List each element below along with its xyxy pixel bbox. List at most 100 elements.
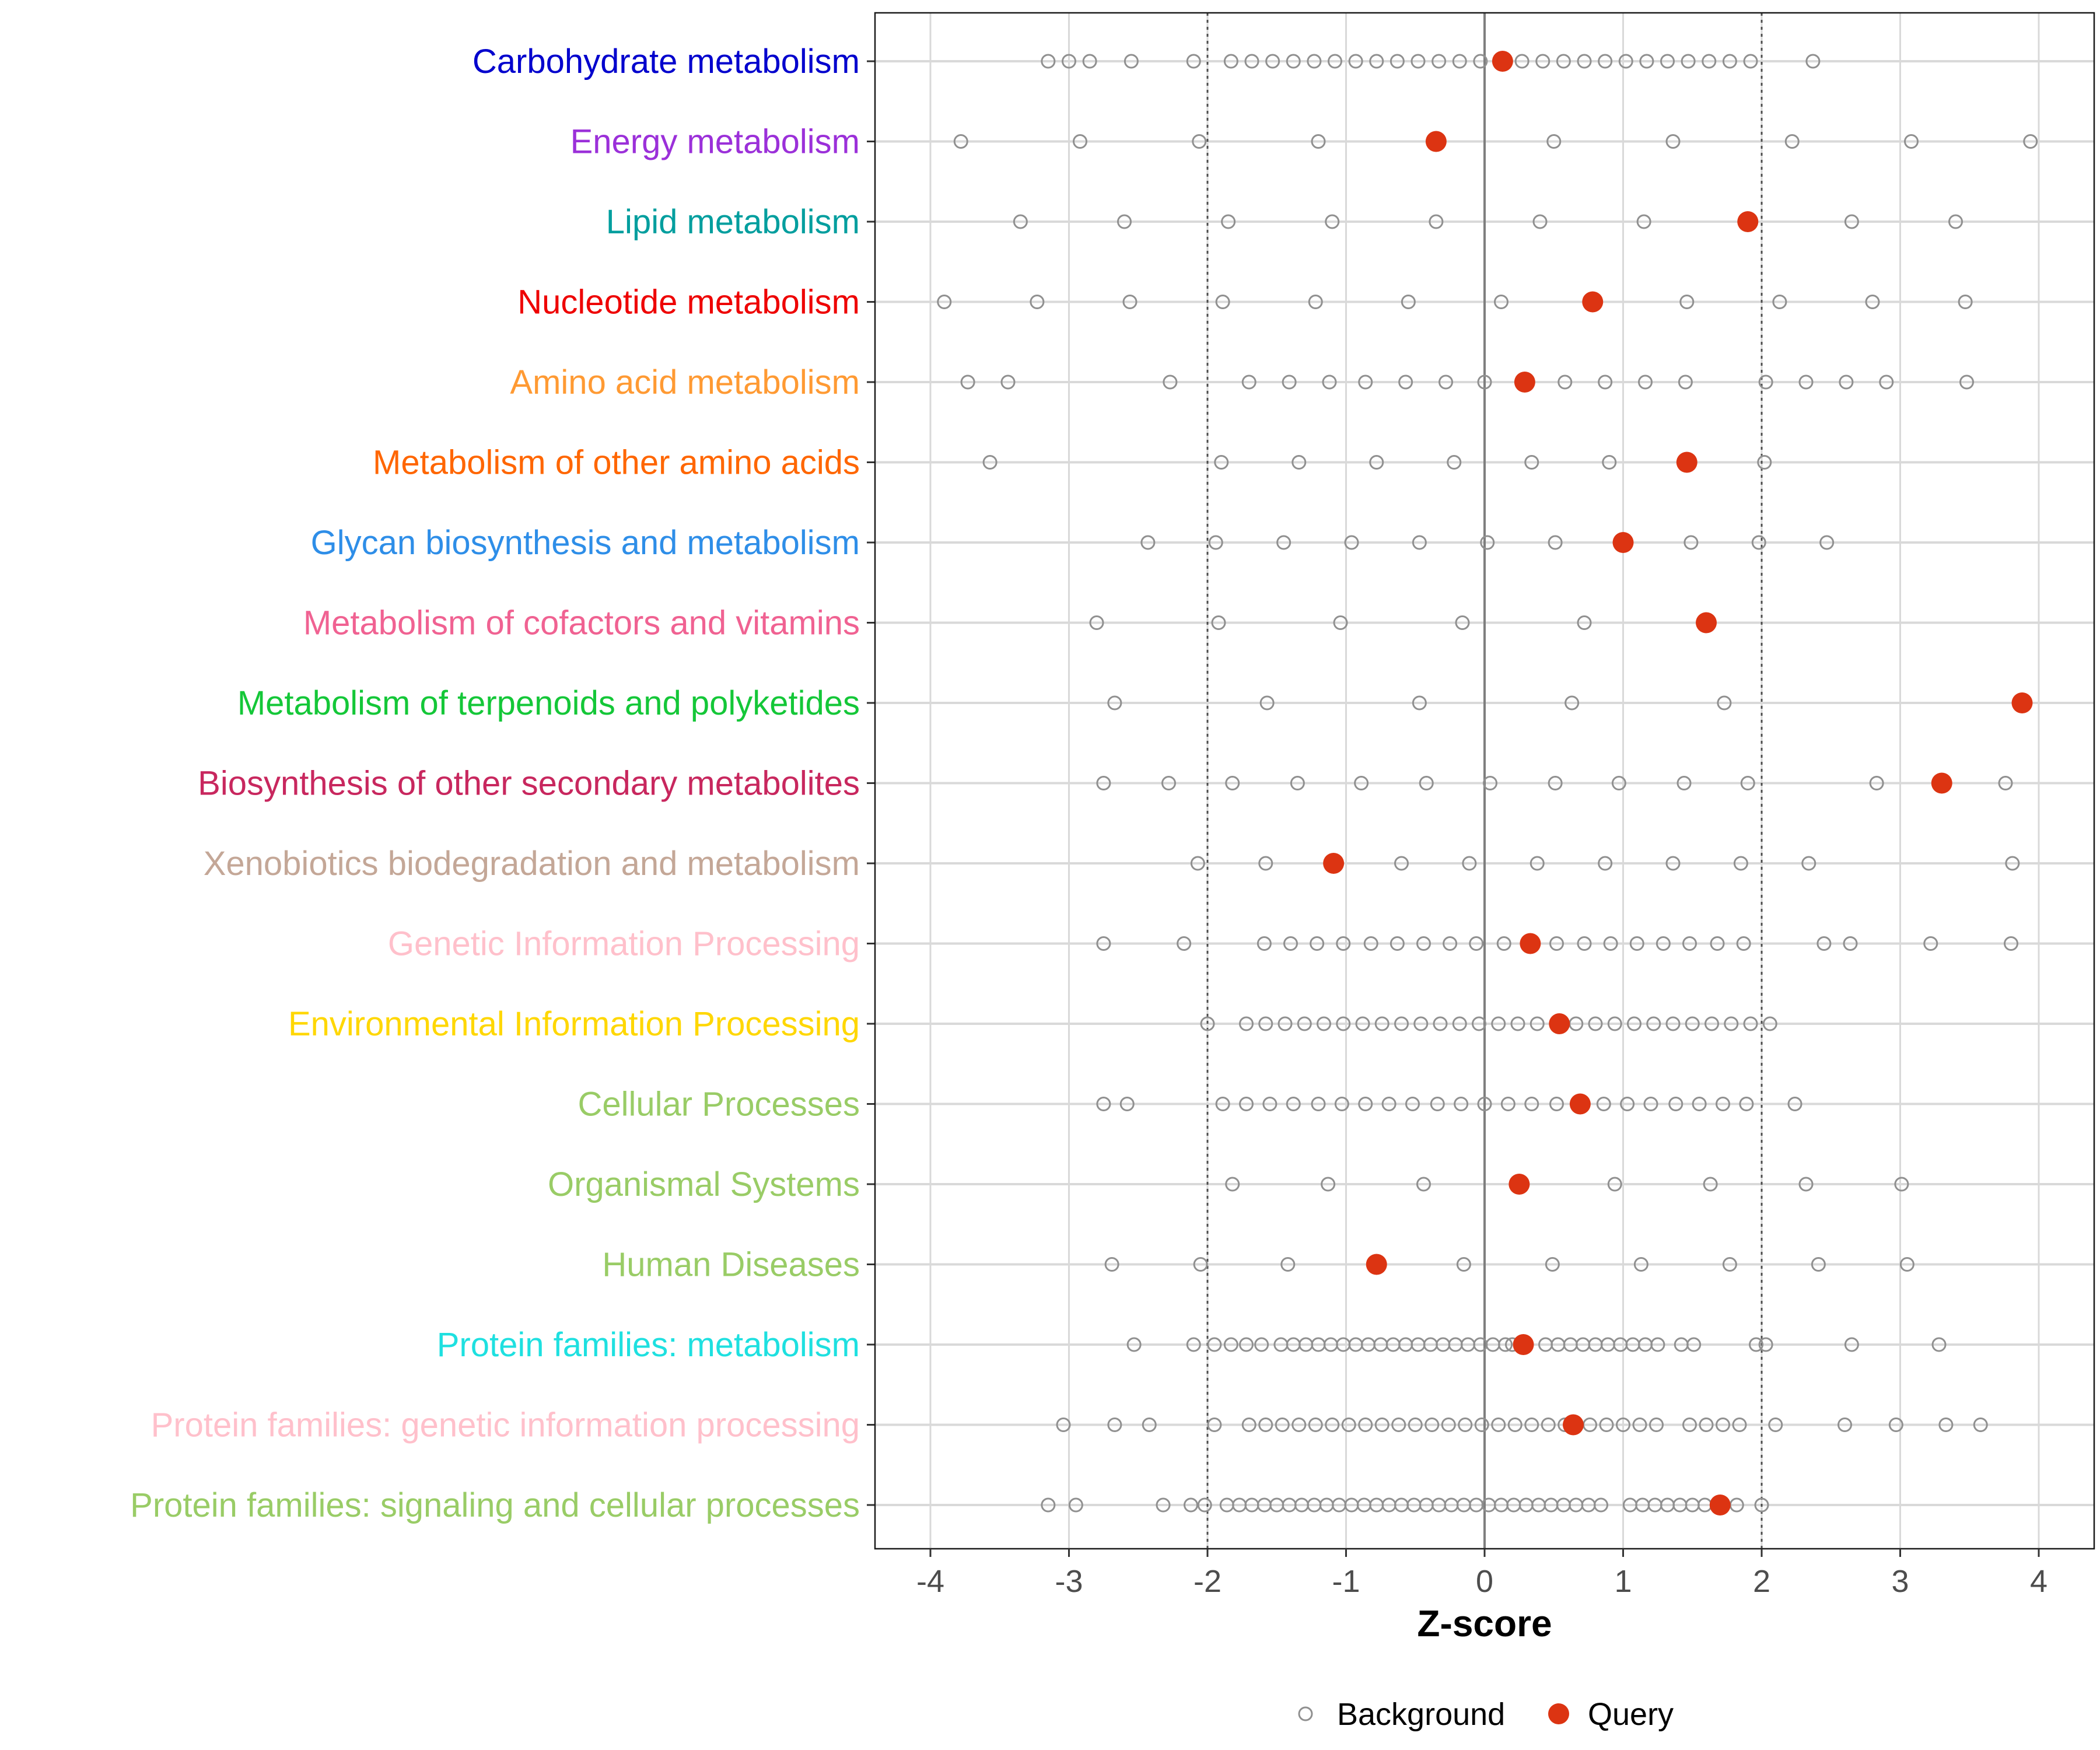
background-point <box>1430 1097 1445 1111</box>
background-point <box>1685 1016 1700 1031</box>
background-point <box>1283 936 1298 951</box>
background-point <box>1401 295 1416 309</box>
x-axis-title: Z-score <box>1417 1602 1552 1644</box>
background-point <box>1596 1097 1611 1111</box>
background-point <box>1117 214 1132 229</box>
x-axis: -4 -3 -2 -1 0 1 2 3 4 <box>916 1549 2048 1599</box>
background-point <box>1548 776 1563 790</box>
background-point <box>1646 1016 1661 1031</box>
background-point <box>1122 295 1138 309</box>
background-point <box>1684 535 1699 550</box>
background-point <box>1739 1097 1754 1111</box>
background-point <box>1124 54 1139 69</box>
background-point <box>1286 1097 1301 1111</box>
background-point <box>1208 535 1223 550</box>
background-point <box>2005 856 2020 871</box>
background-point <box>1126 1337 1142 1352</box>
background-point <box>1524 455 1539 470</box>
background-point <box>1322 374 1337 390</box>
query-point <box>1513 1334 1534 1355</box>
category-label: Protein families: signaling and cellular… <box>130 1486 860 1524</box>
query-point <box>1425 131 1447 152</box>
background-point <box>1594 1497 1608 1513</box>
background-point <box>1369 54 1384 69</box>
background-point <box>1743 54 1758 69</box>
background-point <box>1142 1418 1157 1432</box>
category-label: Glycan biosynthesis and metabolism <box>311 524 860 562</box>
background-point <box>1258 1016 1273 1031</box>
background-point <box>1369 455 1384 470</box>
background-point <box>1682 1418 1697 1432</box>
background-point <box>1256 936 1272 951</box>
background-point <box>1405 1097 1420 1111</box>
background-point <box>1716 1418 1730 1432</box>
background-point <box>1894 1177 1909 1192</box>
background-point <box>1355 1016 1370 1031</box>
background-point <box>1692 1097 1707 1111</box>
background-point <box>1665 134 1681 149</box>
background-point <box>1308 1418 1323 1432</box>
x-tick-label: 3 <box>1891 1564 1909 1599</box>
background-point <box>1214 455 1229 470</box>
background-point <box>1107 695 1122 710</box>
background-point <box>1354 776 1369 790</box>
category-label: Genetic Information Processing <box>388 925 860 963</box>
legend-background-label: Background <box>1337 1697 1505 1732</box>
background-point <box>1474 1418 1489 1432</box>
background-point <box>1629 936 1644 951</box>
legend-query-label: Query <box>1588 1697 1674 1732</box>
background-point <box>1225 776 1240 790</box>
background-point <box>1363 936 1378 951</box>
background-point <box>1223 1337 1238 1352</box>
background-point <box>1844 214 1859 229</box>
background-point <box>1241 374 1256 390</box>
category-label: Nucleotide metabolism <box>517 284 860 321</box>
background-point <box>1177 936 1192 951</box>
background-point <box>1334 1097 1349 1111</box>
background-point <box>1743 1016 1758 1031</box>
background-point <box>1494 295 1508 309</box>
background-point <box>1923 936 1938 951</box>
background-point <box>1616 1418 1630 1432</box>
background-point <box>1548 535 1563 550</box>
background-point <box>1545 1257 1560 1272</box>
category-label: Energy metabolism <box>570 123 860 161</box>
background-point <box>1239 1097 1254 1111</box>
background-point <box>1598 856 1613 871</box>
background-point <box>1732 1418 1747 1432</box>
background-point <box>1618 54 1633 69</box>
category-labels: Carbohydrate metabolism Energy metabolism… <box>130 43 875 1524</box>
background-point <box>1286 54 1301 69</box>
background-point <box>1588 1016 1603 1031</box>
background-point <box>1805 54 1821 69</box>
background-point <box>1530 1016 1545 1031</box>
background-point <box>1223 54 1238 69</box>
background-point <box>1197 1497 1212 1513</box>
background-point <box>1104 1257 1119 1272</box>
background-point <box>1710 936 1725 951</box>
background-point <box>1328 54 1342 69</box>
background-point <box>1140 535 1156 550</box>
background-point <box>1703 1177 1718 1192</box>
x-tick-label: 4 <box>2030 1564 2048 1599</box>
background-point <box>1432 54 1447 69</box>
plot-panel <box>874 12 2095 1550</box>
background-point <box>1524 1097 1539 1111</box>
background-point <box>1341 1418 1356 1432</box>
category-label: Organismal Systems <box>548 1166 860 1203</box>
background-point <box>1811 1257 1826 1272</box>
x-tick-label: 2 <box>1753 1564 1770 1599</box>
background-point <box>1733 856 1748 871</box>
background-point <box>1391 1418 1406 1432</box>
background-point <box>1307 54 1322 69</box>
background-point <box>2004 936 2018 951</box>
background-point <box>1413 1016 1429 1031</box>
background-point <box>1722 1257 1737 1272</box>
background-point <box>1758 374 1773 390</box>
background-point <box>1879 374 1894 390</box>
query-point <box>1569 1093 1591 1115</box>
background-point <box>1819 535 1835 550</box>
category-label: Protein families: metabolism <box>437 1326 860 1364</box>
background-point <box>1215 1097 1230 1111</box>
background-point <box>1325 214 1340 229</box>
